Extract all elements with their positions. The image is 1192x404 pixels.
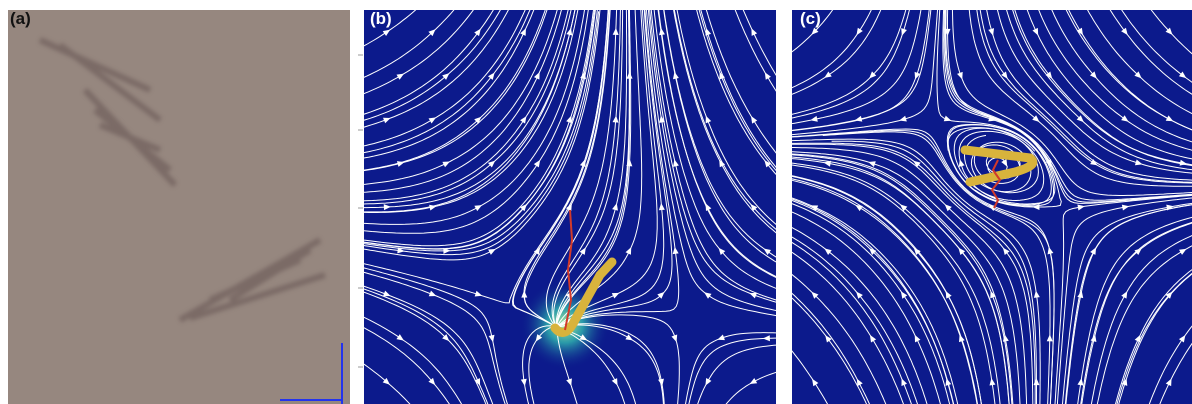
panel-label: (a) — [10, 9, 31, 28]
figure: (a) (b) (c) — [0, 0, 1192, 404]
micrograph — [8, 10, 350, 404]
ticks — [358, 55, 363, 367]
panel-label: (c) — [800, 9, 821, 28]
panel-b: (b) — [358, 5, 781, 404]
panel-c: (c) — [787, 5, 1192, 404]
panel-a: (a) — [8, 9, 350, 404]
panel-label: (b) — [370, 9, 392, 28]
